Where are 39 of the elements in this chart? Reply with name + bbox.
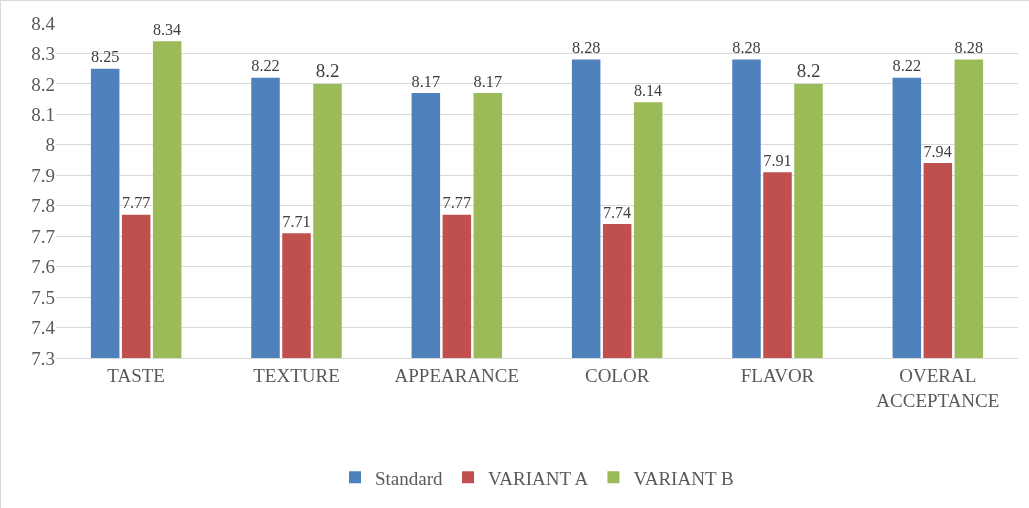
data-label: 7.71 [282, 211, 311, 231]
y-tick-label: 7.6 [31, 256, 55, 278]
y-tick-label: 7.4 [31, 317, 56, 339]
x-tick-label: TASTE [107, 364, 165, 386]
legend-label: VARIANT A [488, 467, 589, 489]
x-tick-label: APPEARANCE [394, 364, 520, 386]
y-tick-label: 7.3 [31, 347, 55, 369]
data-label: 8.17 [473, 71, 503, 91]
data-label: 8.2 [315, 59, 340, 81]
data-label: 8.28 [571, 38, 601, 58]
x-tick-label: FLAVOR [740, 364, 815, 386]
data-label: 8.25 [90, 47, 120, 67]
data-label: 8.17 [411, 71, 441, 91]
y-tick-label: 7.9 [31, 164, 55, 186]
data-label: 7.74 [602, 203, 632, 221]
data-label: 8.22 [892, 56, 922, 76]
legend-label: VARIANT B [633, 467, 734, 489]
data-label: 7.77 [121, 193, 151, 213]
y-tick-label: 8.1 [31, 104, 55, 126]
y-tick-label: 7.5 [31, 286, 55, 308]
data-label: 8.14 [633, 81, 662, 99]
y-tick-label: 8.3 [31, 43, 55, 65]
data-label: 7.77 [442, 193, 472, 213]
data-label: 8.34 [152, 20, 181, 38]
y-tick-label: 8.2 [31, 73, 55, 95]
data-label: 8.28 [732, 38, 761, 58]
data-label: 8.22 [251, 56, 280, 76]
y-tick-label: 7.7 [31, 225, 55, 247]
y-tick-label: 8 [45, 134, 55, 156]
data-label: 8.2 [796, 59, 821, 81]
x-tick-label: TEXTURE [253, 364, 340, 386]
legend-label: Standard [375, 467, 444, 489]
x-tick-label: OVERAL ACCEPTANCE [876, 364, 1000, 411]
y-tick-label: 7.8 [31, 195, 55, 217]
data-label: 7.91 [763, 150, 792, 170]
data-label: 7.94 [923, 142, 952, 160]
data-label: 8.28 [954, 38, 984, 58]
y-tick-label: 8.4 [31, 12, 56, 34]
x-tick-label: COLOR [584, 364, 650, 386]
